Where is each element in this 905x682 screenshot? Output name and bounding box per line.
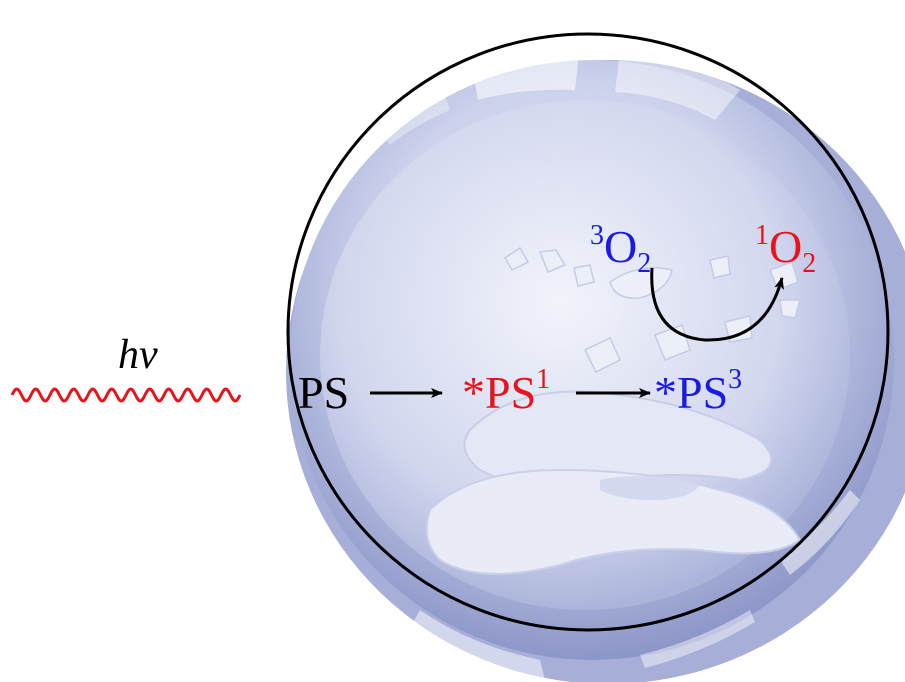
cell-membrane [286,32,890,632]
cell [286,32,905,682]
vesicle [583,336,621,374]
cell-highlight [780,490,860,575]
vesicle [779,299,801,319]
vesicle [609,267,673,299]
reaction-chain: PS *PS1 *PS3 [298,364,742,418]
ps-singlet: *PS1 [462,364,550,418]
light-input: hv [10,332,242,403]
light-wave [10,387,242,403]
oxygen-conversion: 3O2 1O2 [590,220,816,342]
ps-triplet: *PS3 [654,364,742,418]
ps-ground: PS [298,367,349,418]
cell-highlight [615,50,740,120]
vesicle [709,255,731,279]
light-symbol: hv [118,332,158,378]
cell-highlight [410,610,545,680]
cell-inner-glow [320,100,850,610]
cell-highlight [640,610,755,668]
vesicle [503,246,530,271]
arrow-oxygen-curve [650,267,785,342]
oxygen-singlet: 1O2 [755,220,816,279]
vesicle [573,264,595,287]
vesicle [538,249,567,273]
oxygen-triplet: 3O2 [590,220,651,279]
cell-highlight [470,43,580,100]
organelle [425,468,802,575]
organelle [600,476,700,500]
cell-highlight [370,80,450,145]
